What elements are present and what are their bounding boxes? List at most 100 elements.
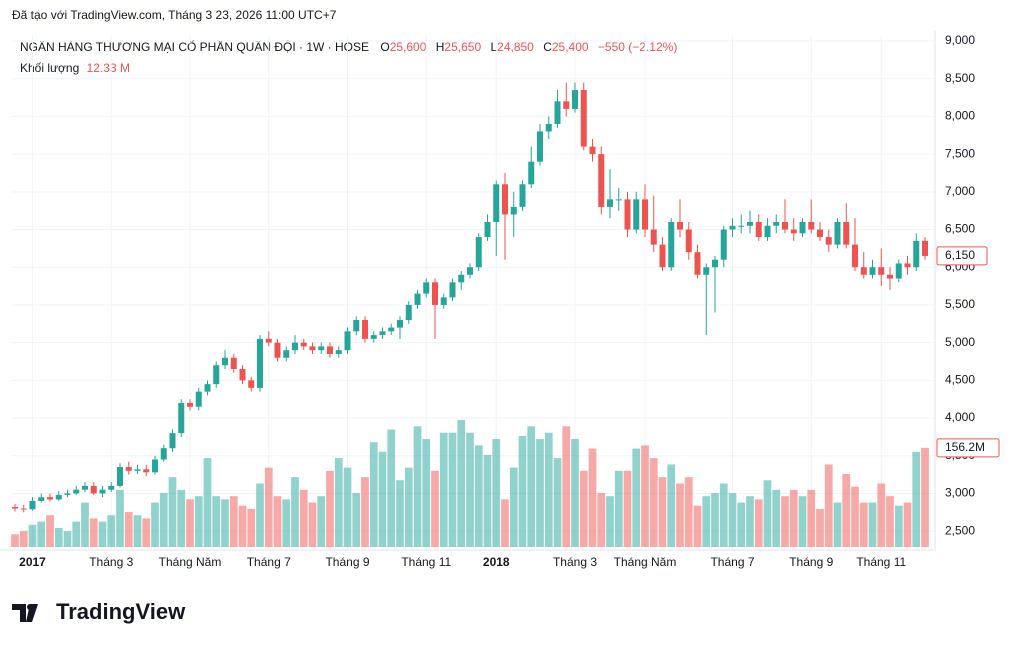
y-tick-label: 4,500 <box>945 373 975 387</box>
candle-body <box>362 320 368 339</box>
candle-body <box>169 433 176 449</box>
candle-body <box>782 221 788 230</box>
candle-body <box>248 380 255 388</box>
candle-body <box>913 240 920 268</box>
candle-body <box>580 90 587 147</box>
candle-body <box>589 146 596 155</box>
volume-bar <box>711 493 719 547</box>
volume-bar <box>28 524 37 547</box>
candle-body <box>528 161 535 185</box>
candle-body <box>134 469 141 471</box>
candle-body <box>685 229 692 253</box>
volume-bar <box>116 489 124 547</box>
candle-body <box>73 489 80 494</box>
volume-bar <box>851 486 859 547</box>
candle-body <box>423 282 430 294</box>
legend-value: 25,650 <box>444 40 481 54</box>
candle-body <box>563 101 570 109</box>
candle-body <box>344 331 351 351</box>
candle-body <box>808 221 815 230</box>
x-tick-label: Tháng Năm <box>614 555 677 569</box>
volume-bar <box>728 493 737 547</box>
volume-bar <box>474 445 483 547</box>
candle-body <box>335 350 342 354</box>
candle-body <box>55 494 62 500</box>
x-tick-label: Tháng 11 <box>856 555 906 569</box>
candle-body <box>388 327 395 332</box>
x-tick-label: Tháng 9 <box>325 555 369 569</box>
candle-body <box>747 221 753 226</box>
volume-bar <box>159 493 168 547</box>
volume-bar <box>483 454 492 547</box>
candle-body <box>615 199 622 201</box>
candle-body <box>510 206 517 215</box>
brand-name: TradingView <box>56 599 186 624</box>
plot: 2,5003,0003,5004,0004,5005,0005,5006,000… <box>0 30 1000 569</box>
volume-bar <box>89 518 98 547</box>
x-tick-label: 2018 <box>483 555 510 569</box>
volume-bar <box>291 477 299 547</box>
y-tick-label: 7,500 <box>945 146 975 160</box>
volume-bar <box>334 458 343 547</box>
volume-bar <box>422 439 431 547</box>
volume-legend-name: Khối lượng <box>20 61 79 75</box>
volume-bar <box>509 467 518 547</box>
volume-bar <box>754 499 763 547</box>
volume-bar <box>352 493 361 547</box>
volume-bar <box>553 458 562 547</box>
volume-label: 156.2M <box>945 440 985 454</box>
y-tick-label: 5,500 <box>945 297 975 311</box>
candle-body <box>720 229 727 260</box>
candle-body <box>257 338 263 388</box>
candle-body <box>799 221 806 234</box>
x-tick-label: Tháng 7 <box>247 555 291 569</box>
volume-bar <box>536 439 544 547</box>
volume-bar <box>81 502 89 547</box>
volume-bar <box>63 531 72 547</box>
candle-body <box>90 485 97 494</box>
candle-body <box>195 391 202 407</box>
volume-bar <box>203 458 212 547</box>
volume-bar <box>212 496 221 547</box>
y-tick-label: 2,500 <box>945 523 975 537</box>
volume-bar <box>404 467 413 547</box>
volume-bar <box>641 445 649 547</box>
volume-bar <box>124 512 133 547</box>
volume-bar <box>273 496 282 547</box>
volume-bar <box>133 515 142 547</box>
chart-title: NGÂN HÀNG THƯƠNG MẠI CỔ PHẦN QUÂN ĐỘI · … <box>20 39 369 54</box>
candle-body <box>29 500 36 510</box>
candle-body <box>379 331 386 336</box>
candle-body <box>99 489 106 494</box>
candle-body <box>484 221 491 238</box>
legend-line: NGÂN HÀNG THƯƠNG MẠI CỔ PHẦN QUÂN ĐỘI · … <box>20 39 677 54</box>
candle-body <box>125 467 132 471</box>
volume-bar <box>789 489 798 547</box>
volume-bar <box>142 518 151 547</box>
y-tick-label: 9,000 <box>945 33 975 47</box>
candle-body <box>230 357 237 370</box>
candle-body <box>607 199 613 207</box>
candle-body <box>187 402 193 407</box>
x-tick-label: Tháng 9 <box>789 555 833 569</box>
volume-bar <box>107 515 116 547</box>
volume-bar <box>194 496 203 547</box>
candle-body <box>318 346 325 351</box>
volume-bar <box>886 496 894 547</box>
y-tick-label: 5,000 <box>945 335 975 349</box>
price-label: 6,150 <box>945 248 975 262</box>
volume-bar <box>72 521 81 547</box>
volume-bar <box>37 521 46 547</box>
candle-body <box>300 342 307 347</box>
candle-body <box>825 237 832 245</box>
volume-bar <box>326 470 334 547</box>
candle-body <box>703 267 710 275</box>
candle-body <box>47 497 53 500</box>
candle-body <box>834 221 841 245</box>
candle-body <box>12 507 18 509</box>
candle-body <box>274 342 281 358</box>
volume-bar <box>816 508 824 547</box>
y-tick-label: 6,500 <box>945 222 975 236</box>
volume-bar <box>702 496 711 547</box>
volume-bar <box>19 531 28 547</box>
